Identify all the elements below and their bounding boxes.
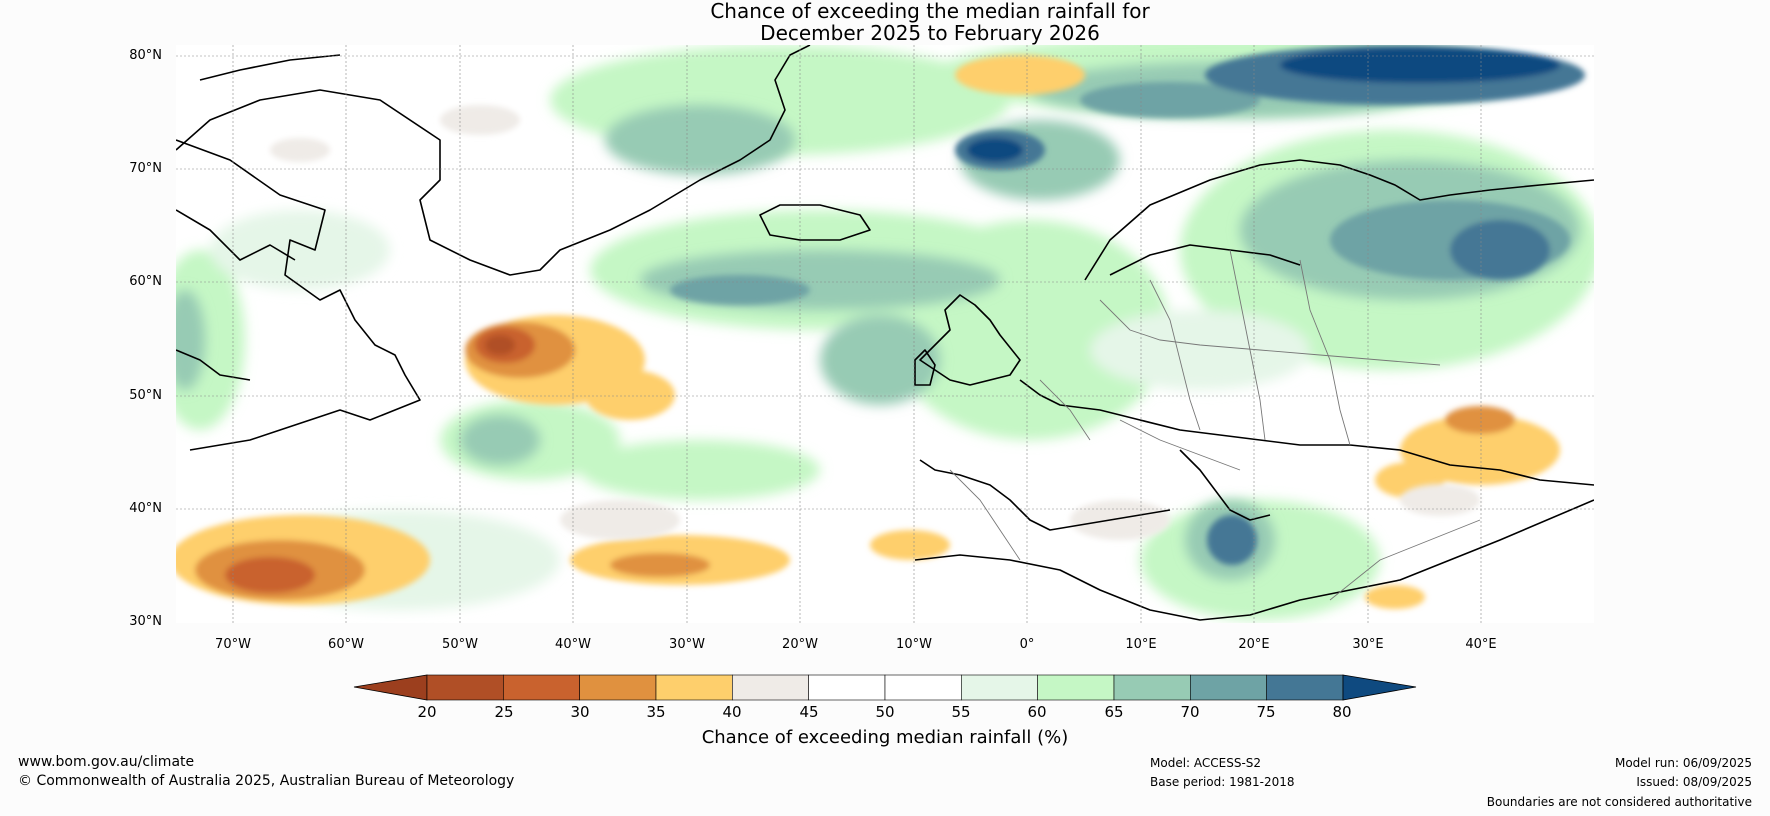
colorbar-tick-25: 25: [494, 703, 514, 721]
colorbar-bin: [579, 674, 657, 701]
footer-model: Model: ACCESS-S2: [1150, 756, 1262, 770]
lat-label-40n: 40°N: [129, 501, 162, 516]
lon-label-30w: 30°W: [669, 637, 705, 652]
map-plot-area: [176, 45, 1594, 623]
colorbar-bin: [1113, 674, 1191, 701]
anomaly-field-neutral: [270, 105, 1480, 540]
colorbar-tick-60: 60: [1027, 703, 1047, 721]
lat-label-60n: 60°N: [129, 274, 162, 289]
colorbar-tick-70: 70: [1180, 703, 1200, 721]
lat-label-30n: 30°N: [129, 614, 162, 629]
colorbar: [353, 674, 1417, 701]
colorbar-bin: [503, 674, 580, 701]
map-title-line-2: December 2025 to February 2026: [760, 21, 1100, 45]
lon-label-60w: 60°W: [328, 637, 364, 652]
footer-copyright: © Commonwealth of Australia 2025, Austra…: [18, 773, 515, 789]
lon-label-10w: 10°W: [896, 637, 932, 652]
colorbar-bins: [426, 674, 1344, 701]
coastlines: [176, 45, 1594, 621]
colorbar-bin: [655, 674, 733, 701]
colorbar-bin: [732, 674, 809, 701]
anomaly-field-blue: [670, 45, 1585, 565]
colorbar-under-arrow: [353, 674, 428, 701]
colorbar-tick-75: 75: [1256, 703, 1276, 721]
colorbar-bin: [1037, 674, 1115, 701]
footer-issued: Issued: 08/09/2025: [1636, 775, 1752, 789]
colorbar-bin: [426, 674, 504, 701]
colorbar-label: Chance of exceeding median rainfall (%): [701, 727, 1069, 748]
colorbar-bin: [1190, 674, 1267, 701]
colorbar-tick-20: 20: [417, 703, 437, 721]
footer-base-period: Base period: 1981-2018: [1150, 775, 1295, 789]
colorbar-tick-40: 40: [722, 703, 742, 721]
map-title-line-1: Chance of exceeding the median rainfall …: [710, 0, 1150, 23]
colorbar-tick-45: 45: [799, 703, 819, 721]
colorbar-tick-35: 35: [646, 703, 666, 721]
lon-label-30e: 30°E: [1352, 637, 1384, 652]
lon-label-70w: 70°W: [215, 637, 251, 652]
lon-label-20e: 20°E: [1238, 637, 1270, 652]
lat-label-50n: 50°N: [129, 388, 162, 403]
colorbar-bin: [961, 674, 1038, 701]
lat-label-70n: 70°N: [129, 161, 162, 176]
lon-label-0: 0°: [1019, 637, 1035, 652]
colorbar-bin: [808, 674, 886, 701]
colorbar-bin: [884, 674, 962, 701]
footer-model-run: Model run: 06/09/2025: [1614, 756, 1752, 770]
lon-label-40w: 40°W: [555, 637, 591, 652]
footer-disclaimer: Boundaries are not considered authoritat…: [1486, 795, 1752, 809]
colorbar-bin: [1266, 674, 1344, 701]
gridlines: [176, 45, 1594, 623]
colorbar-tick-30: 30: [570, 703, 590, 721]
country-borders: [949, 249, 1481, 601]
colorbar-over-arrow: [1342, 674, 1417, 701]
lon-label-40e: 40°E: [1465, 637, 1497, 652]
colorbar-tick-65: 65: [1104, 703, 1124, 721]
colorbar-tick-55: 55: [951, 703, 971, 721]
anomaly-field-dry: [176, 55, 1560, 609]
footer-website: www.bom.gov.au/climate: [18, 754, 195, 770]
colorbar-tick-50: 50: [875, 703, 895, 721]
lon-label-10e: 10°E: [1125, 637, 1157, 652]
lon-label-20w: 20°W: [782, 637, 818, 652]
colorbar-tick-80: 80: [1332, 703, 1352, 721]
lon-label-50w: 50°W: [442, 637, 478, 652]
lat-label-80n: 80°N: [129, 48, 162, 63]
